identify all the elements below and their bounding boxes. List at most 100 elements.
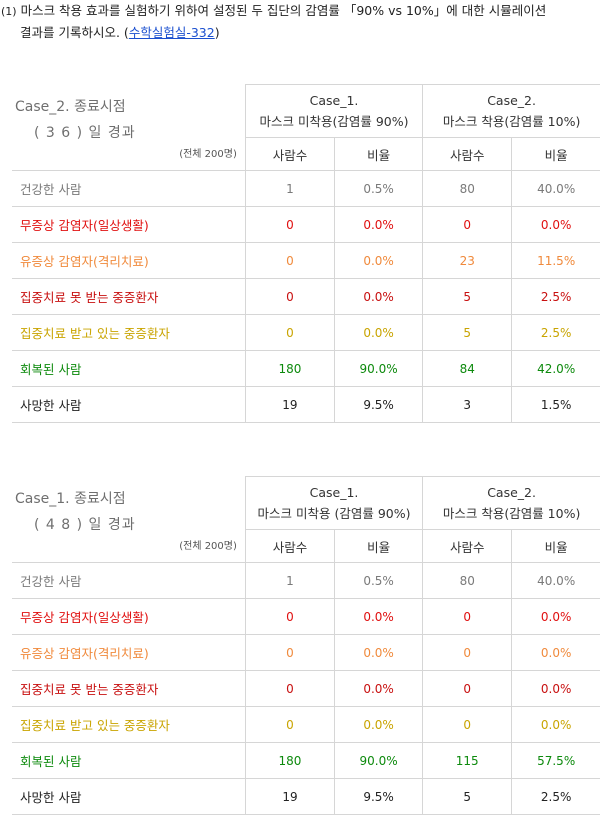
cell-ratio: 2.5%: [511, 778, 600, 815]
table-subtitle: ( 4 8 ) 일 경과: [34, 516, 136, 533]
table-row: 무증상 감염자(일상생활) 0 0.0% 0 0.0%: [12, 206, 600, 243]
cell-ratio: 2.5%: [511, 278, 600, 315]
table-row: 사망한 사람 19 9.5% 3 1.5%: [12, 386, 600, 423]
row-label: 무증상 감염자(일상생활): [12, 206, 246, 243]
cell-ratio: 0.0%: [334, 670, 424, 707]
row-label: 집중치료 받고 있는 중증환자: [12, 314, 246, 351]
case-2-desc: 마스크 착용(감염률 10%): [442, 114, 581, 129]
cell-count: 80: [422, 170, 513, 207]
cell-count: 5: [422, 314, 513, 351]
cell-ratio: 90.0%: [334, 350, 424, 387]
cell-ratio: 0.0%: [334, 706, 424, 743]
total-count: (전체 200명): [179, 149, 237, 160]
cell-count: 0: [245, 314, 336, 351]
cell-ratio: 0.0%: [334, 598, 424, 635]
row-label: 사망한 사람: [12, 386, 246, 423]
row-label: 집중치료 못 받는 중증환자: [12, 670, 246, 707]
cell-count: 0: [422, 598, 513, 635]
row-label: 건강한 사람: [12, 170, 246, 207]
row-label: 집중치료 받고 있는 중증환자: [12, 706, 246, 743]
cell-ratio: 0.0%: [511, 706, 600, 743]
table-row: 집중치료 받고 있는 중증환자 0 0.0% 5 2.5%: [12, 314, 600, 351]
case-2-header: Case_2. 마스크 착용(감염률 10%): [422, 84, 600, 138]
row-label: 건강한 사람: [12, 562, 246, 599]
instruction-line-2: 결과를 기록하시오. (수학실험실-332): [20, 22, 220, 44]
cell-count: 0: [245, 634, 336, 671]
case-1-name: Case_1.: [309, 485, 359, 500]
cell-ratio: 0.5%: [334, 170, 424, 207]
instruction-text-2: 결과를 기록하시오. (: [20, 25, 129, 40]
results-table-day-36: Case_2. 종료시점 ( 3 6 ) 일 경과 (전체 200명) Case…: [12, 84, 600, 423]
cell-ratio: 11.5%: [511, 242, 600, 279]
cell-count: 0: [245, 598, 336, 635]
cell-count: 0: [245, 670, 336, 707]
instruction-text-1: 마스크 착용 효과를 실험하기 위하여 설정된 두 집단의 감염률 「90% v…: [20, 3, 547, 18]
table-title: Case_2. 종료시점: [15, 98, 126, 115]
column-header-ratio: 비율: [334, 529, 424, 563]
table-row: 사망한 사람 19 9.5% 5 2.5%: [12, 778, 600, 815]
cell-count: 5: [422, 778, 513, 815]
case-2-desc: 마스크 착용(감염률 10%): [442, 506, 581, 521]
table-caption: Case_1. 종료시점 ( 4 8 ) 일 경과 (전체 200명): [12, 476, 246, 563]
column-header-ratio: 비율: [334, 137, 424, 171]
cell-ratio: 9.5%: [334, 386, 424, 423]
table-row: 집중치료 못 받는 중증환자 0 0.0% 0 0.0%: [12, 670, 600, 707]
cell-ratio: 0.0%: [511, 206, 600, 243]
reference-link[interactable]: 수학실험실-332: [128, 25, 215, 40]
cell-ratio: 0.0%: [334, 634, 424, 671]
cell-count: 5: [422, 278, 513, 315]
case-1-name: Case_1.: [309, 93, 359, 108]
table-row: 회복된 사람 180 90.0% 115 57.5%: [12, 742, 600, 779]
cell-ratio: 0.0%: [334, 242, 424, 279]
column-header-ratio: 비율: [511, 529, 600, 563]
table-row: 집중치료 받고 있는 중증환자 0 0.0% 0 0.0%: [12, 706, 600, 743]
row-label: 유증상 감염자(격리치료): [12, 242, 246, 279]
cell-count: 0: [422, 634, 513, 671]
row-label: 집중치료 못 받는 중증환자: [12, 278, 246, 315]
case-2-name: Case_2.: [487, 93, 536, 108]
instruction-text-2-end: ): [214, 25, 220, 40]
instruction-line-1: (1) 마스크 착용 효과를 실험하기 위하여 설정된 두 집단의 감염률 「9…: [1, 0, 546, 23]
cell-count: 3: [422, 386, 513, 423]
cell-ratio: 0.0%: [511, 598, 600, 635]
cell-ratio: 90.0%: [334, 742, 424, 779]
cell-count: 180: [245, 350, 336, 387]
case-1-header: Case_1. 마스크 미착용(감염률 90%): [245, 84, 424, 138]
cell-count: 0: [245, 242, 336, 279]
table-title: Case_1. 종료시점: [15, 490, 126, 507]
cell-ratio: 9.5%: [334, 778, 424, 815]
cell-ratio: 1.5%: [511, 386, 600, 423]
column-header-count: 사람수: [245, 529, 336, 563]
total-count: (전체 200명): [179, 541, 237, 552]
column-header-ratio: 비율: [511, 137, 600, 171]
table-row: 유증상 감염자(격리치료) 0 0.0% 0 0.0%: [12, 634, 600, 671]
table-row: 유증상 감염자(격리치료) 0 0.0% 23 11.5%: [12, 242, 600, 279]
cell-count: 180: [245, 742, 336, 779]
column-header-count: 사람수: [245, 137, 336, 171]
cell-count: 19: [245, 386, 336, 423]
cell-count: 0: [245, 278, 336, 315]
cell-count: 23: [422, 242, 513, 279]
row-label: 무증상 감염자(일상생활): [12, 598, 246, 635]
case-1-desc: 마스크 미착용(감염률 90%): [259, 114, 409, 129]
cell-count: 0: [245, 206, 336, 243]
case-1-desc: 마스크 미착용 (감염률 90%): [257, 506, 411, 521]
row-label: 회복된 사람: [12, 350, 246, 387]
cell-ratio: 0.5%: [334, 562, 424, 599]
cell-ratio: 0.0%: [334, 206, 424, 243]
cell-count: 115: [422, 742, 513, 779]
cell-count: 1: [245, 562, 336, 599]
cell-ratio: 0.0%: [334, 278, 424, 315]
cell-count: 0: [422, 206, 513, 243]
row-label: 회복된 사람: [12, 742, 246, 779]
cell-ratio: 42.0%: [511, 350, 600, 387]
table-row: 건강한 사람 1 0.5% 80 40.0%: [12, 170, 600, 207]
table-subtitle: ( 3 6 ) 일 경과: [34, 124, 136, 141]
table-row: 회복된 사람 180 90.0% 84 42.0%: [12, 350, 600, 387]
row-label: 사망한 사람: [12, 778, 246, 815]
cell-count: 19: [245, 778, 336, 815]
cell-count: 0: [245, 706, 336, 743]
cell-count: 84: [422, 350, 513, 387]
case-2-name: Case_2.: [487, 485, 536, 500]
cell-ratio: 2.5%: [511, 314, 600, 351]
